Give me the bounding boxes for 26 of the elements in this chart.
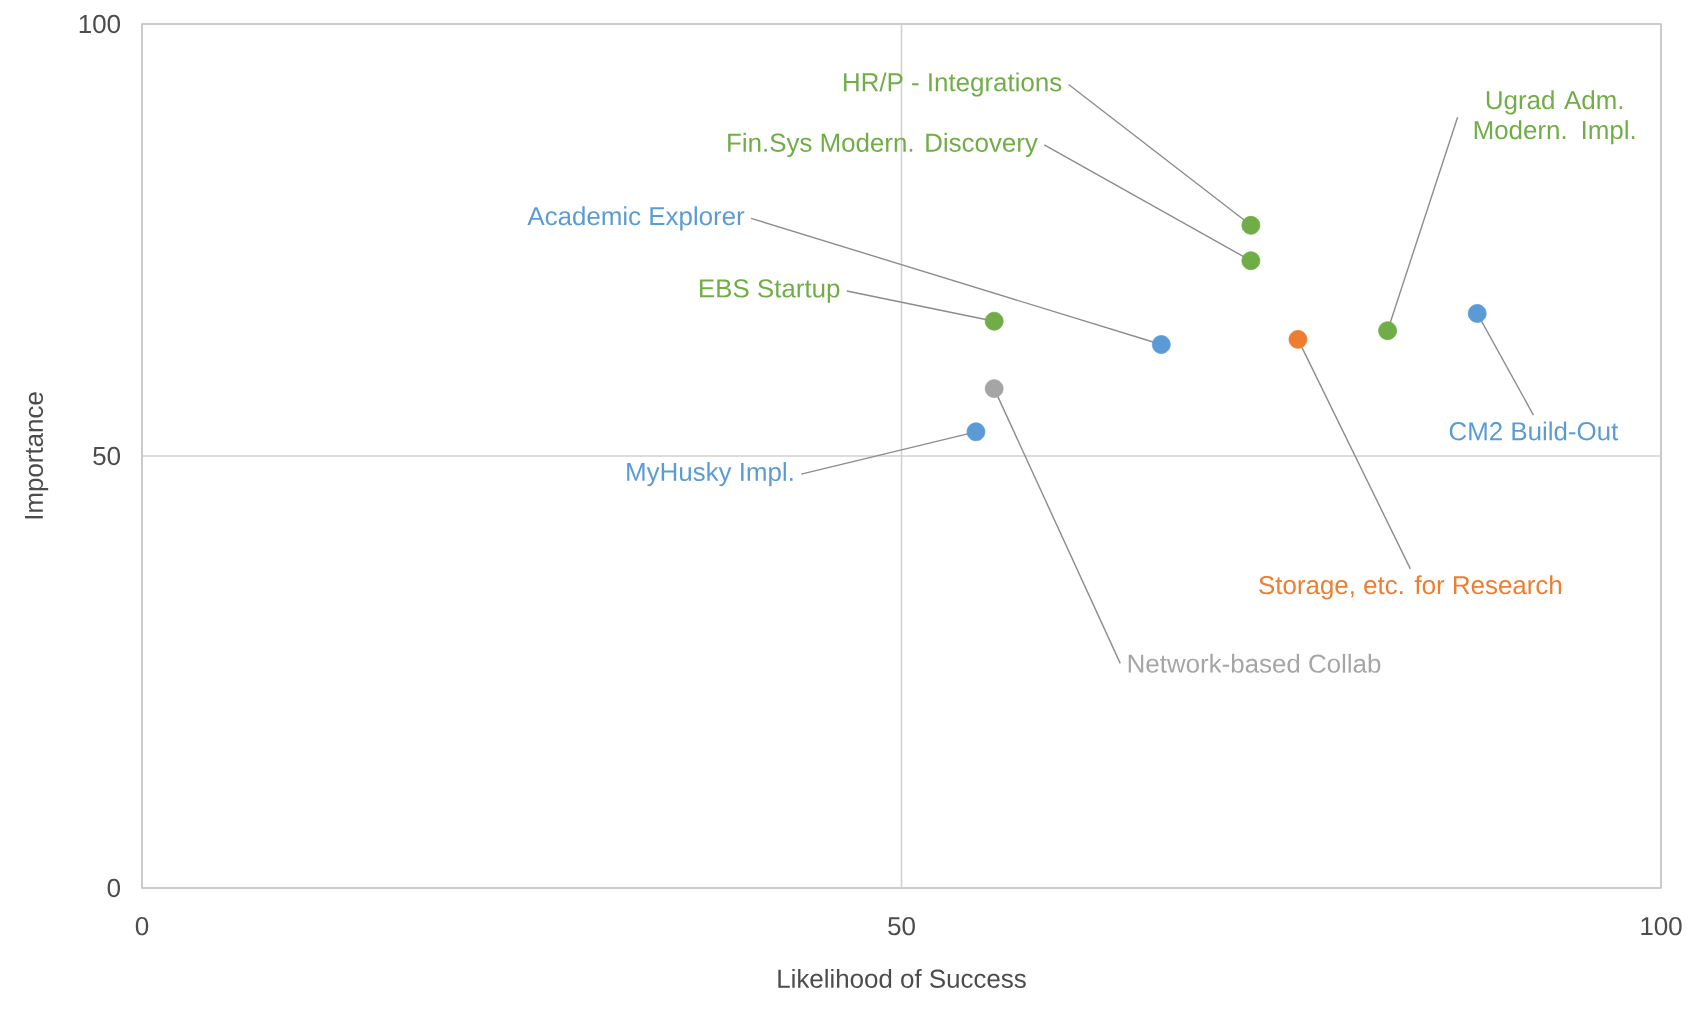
annotation: Ugrad Adm. Modern. Impl. [1474, 90, 1635, 145]
point [1151, 335, 1171, 354]
x-tick-label: 50 [888, 916, 915, 936]
x-axis-title: Likelihood of Success [778, 968, 1026, 988]
point [984, 379, 1004, 398]
point [1467, 304, 1487, 323]
annotation: Fin.Sys Modern. Discovery [728, 132, 1038, 158]
point [1378, 321, 1397, 341]
x-tick-label: 100 [1641, 916, 1682, 936]
y-axis-title: Importance [24, 392, 49, 519]
annotation: EBS Startup [700, 279, 840, 303]
annotation: HR/P - Integrations [844, 72, 1062, 97]
annotation: MyHusky Impl. [627, 462, 793, 487]
annotation: Network-based Collab [1128, 653, 1381, 673]
y-tick-label: 100 [79, 14, 120, 34]
point [1241, 251, 1261, 271]
annotation: Academic Explorer [527, 206, 745, 231]
point [966, 422, 986, 442]
y-tick-label: 0 [107, 878, 121, 898]
point [984, 311, 1004, 331]
y-tick-label: 50 [93, 446, 121, 466]
annotation: CM2 Build-Out [1449, 421, 1619, 441]
point [1241, 215, 1261, 235]
annotation: Storage, etc. for Research [1259, 575, 1562, 600]
x-tick-label: 0 [135, 916, 149, 936]
point [1288, 329, 1308, 349]
